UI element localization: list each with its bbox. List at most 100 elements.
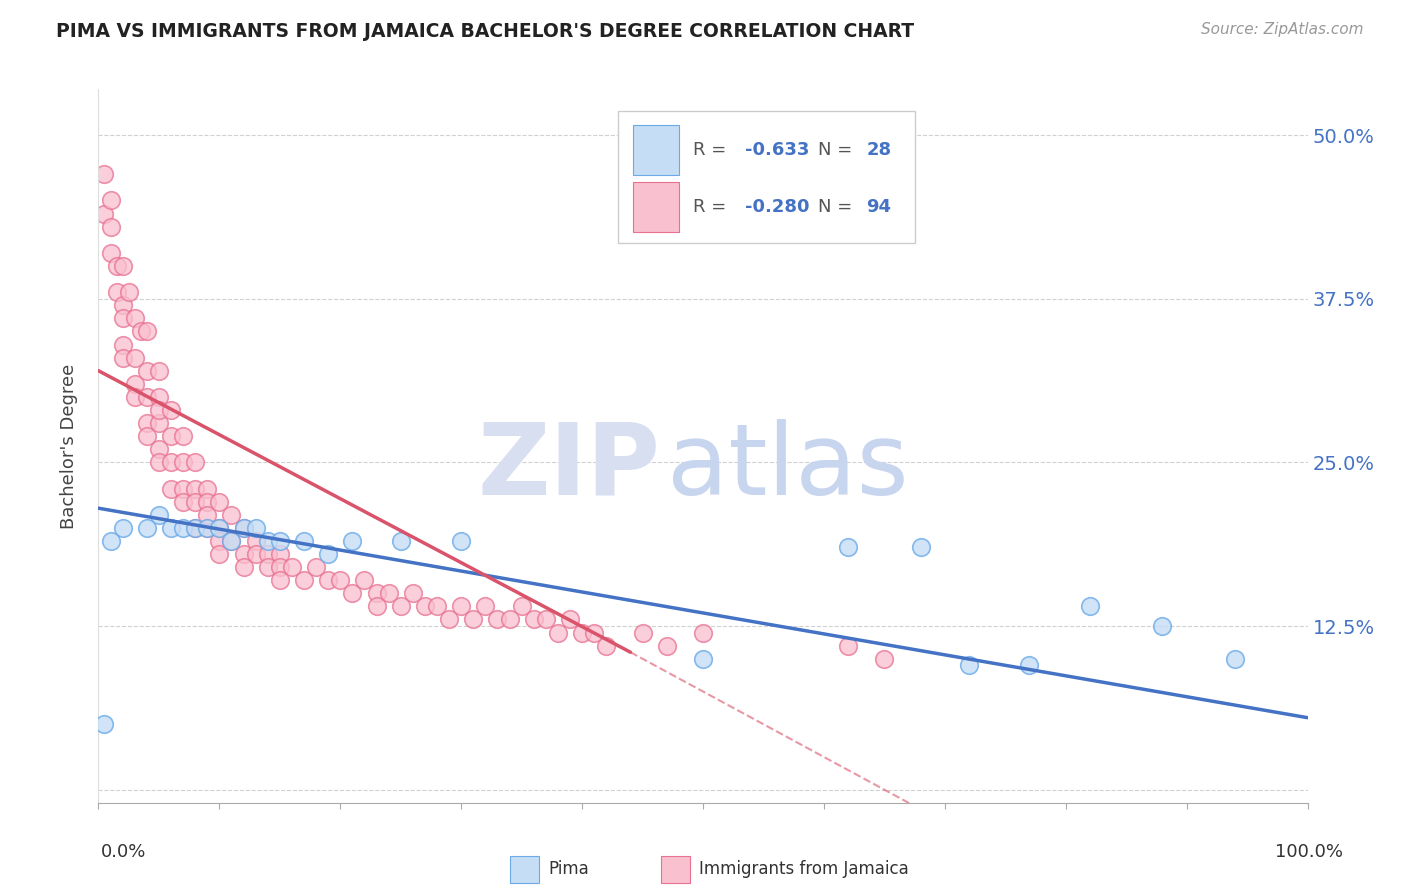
Point [631,625,654,640]
Point [111,521,134,535]
Point [269,560,291,574]
Point [172,494,194,508]
Point [463,612,485,626]
Point [148,364,170,378]
Point [910,541,932,555]
Point [245,521,267,535]
Point [195,521,218,535]
Point [389,533,412,548]
Point [105,259,128,273]
Point [148,403,170,417]
Point [172,455,194,469]
Point [184,494,207,508]
Point [93,717,115,731]
Point [124,311,146,326]
Point [148,455,170,469]
Point [256,547,278,561]
FancyBboxPatch shape [633,182,679,232]
Point [160,429,183,443]
Text: -0.633: -0.633 [745,141,810,159]
Text: 28: 28 [866,141,891,159]
Point [316,547,339,561]
Point [402,586,425,600]
Point [93,206,115,220]
Point [873,652,896,666]
Point [111,351,134,365]
Point [148,442,170,457]
Point [111,298,134,312]
Point [221,533,243,548]
Point [105,285,128,300]
Point [232,521,254,535]
Text: 94: 94 [866,198,891,216]
Point [474,599,496,614]
Point [208,521,231,535]
Point [232,560,254,574]
Point [450,599,472,614]
Point [232,521,254,535]
Point [269,533,291,548]
Point [837,639,859,653]
Y-axis label: Bachelor's Degree: Bachelor's Degree [59,363,77,529]
Point [172,521,194,535]
Point [571,625,593,640]
Point [111,259,134,273]
Text: -0.280: -0.280 [745,198,810,216]
Point [692,652,714,666]
Point [342,533,364,548]
Point [245,547,267,561]
Point [160,403,183,417]
Point [172,429,194,443]
Point [957,658,980,673]
Point [316,573,339,587]
Point [135,364,157,378]
Point [124,376,146,391]
Point [135,416,157,430]
Point [221,508,243,522]
Point [329,573,352,587]
Point [1152,619,1174,633]
Point [129,325,152,339]
Point [118,285,141,300]
Point [583,625,606,640]
FancyBboxPatch shape [661,855,690,883]
Point [100,194,122,208]
Point [1018,658,1040,673]
Point [269,573,291,587]
FancyBboxPatch shape [509,855,538,883]
Text: Pima: Pima [548,860,589,878]
Point [160,521,183,535]
Point [93,167,115,181]
FancyBboxPatch shape [619,111,915,243]
Point [655,639,678,653]
Point [281,560,304,574]
Point [184,455,207,469]
Text: PIMA VS IMMIGRANTS FROM JAMAICA BACHELOR'S DEGREE CORRELATION CHART: PIMA VS IMMIGRANTS FROM JAMAICA BACHELOR… [56,22,914,41]
Point [510,599,533,614]
Point [413,599,436,614]
Point [124,390,146,404]
Point [184,521,207,535]
Point [534,612,557,626]
Point [195,521,218,535]
Point [195,482,218,496]
Point [498,612,520,626]
Point [256,560,278,574]
Point [148,508,170,522]
Point [1223,652,1246,666]
Point [184,482,207,496]
Text: ZIP: ZIP [478,419,661,516]
Point [160,455,183,469]
Point [148,390,170,404]
Point [208,521,231,535]
Point [100,533,122,548]
Text: atlas: atlas [666,419,908,516]
Text: N =: N = [818,198,858,216]
Point [135,521,157,535]
Text: Immigrants from Jamaica: Immigrants from Jamaica [699,860,910,878]
Point [305,560,328,574]
Point [135,429,157,443]
Text: R =: R = [693,198,733,216]
Point [292,533,315,548]
Point [232,547,254,561]
